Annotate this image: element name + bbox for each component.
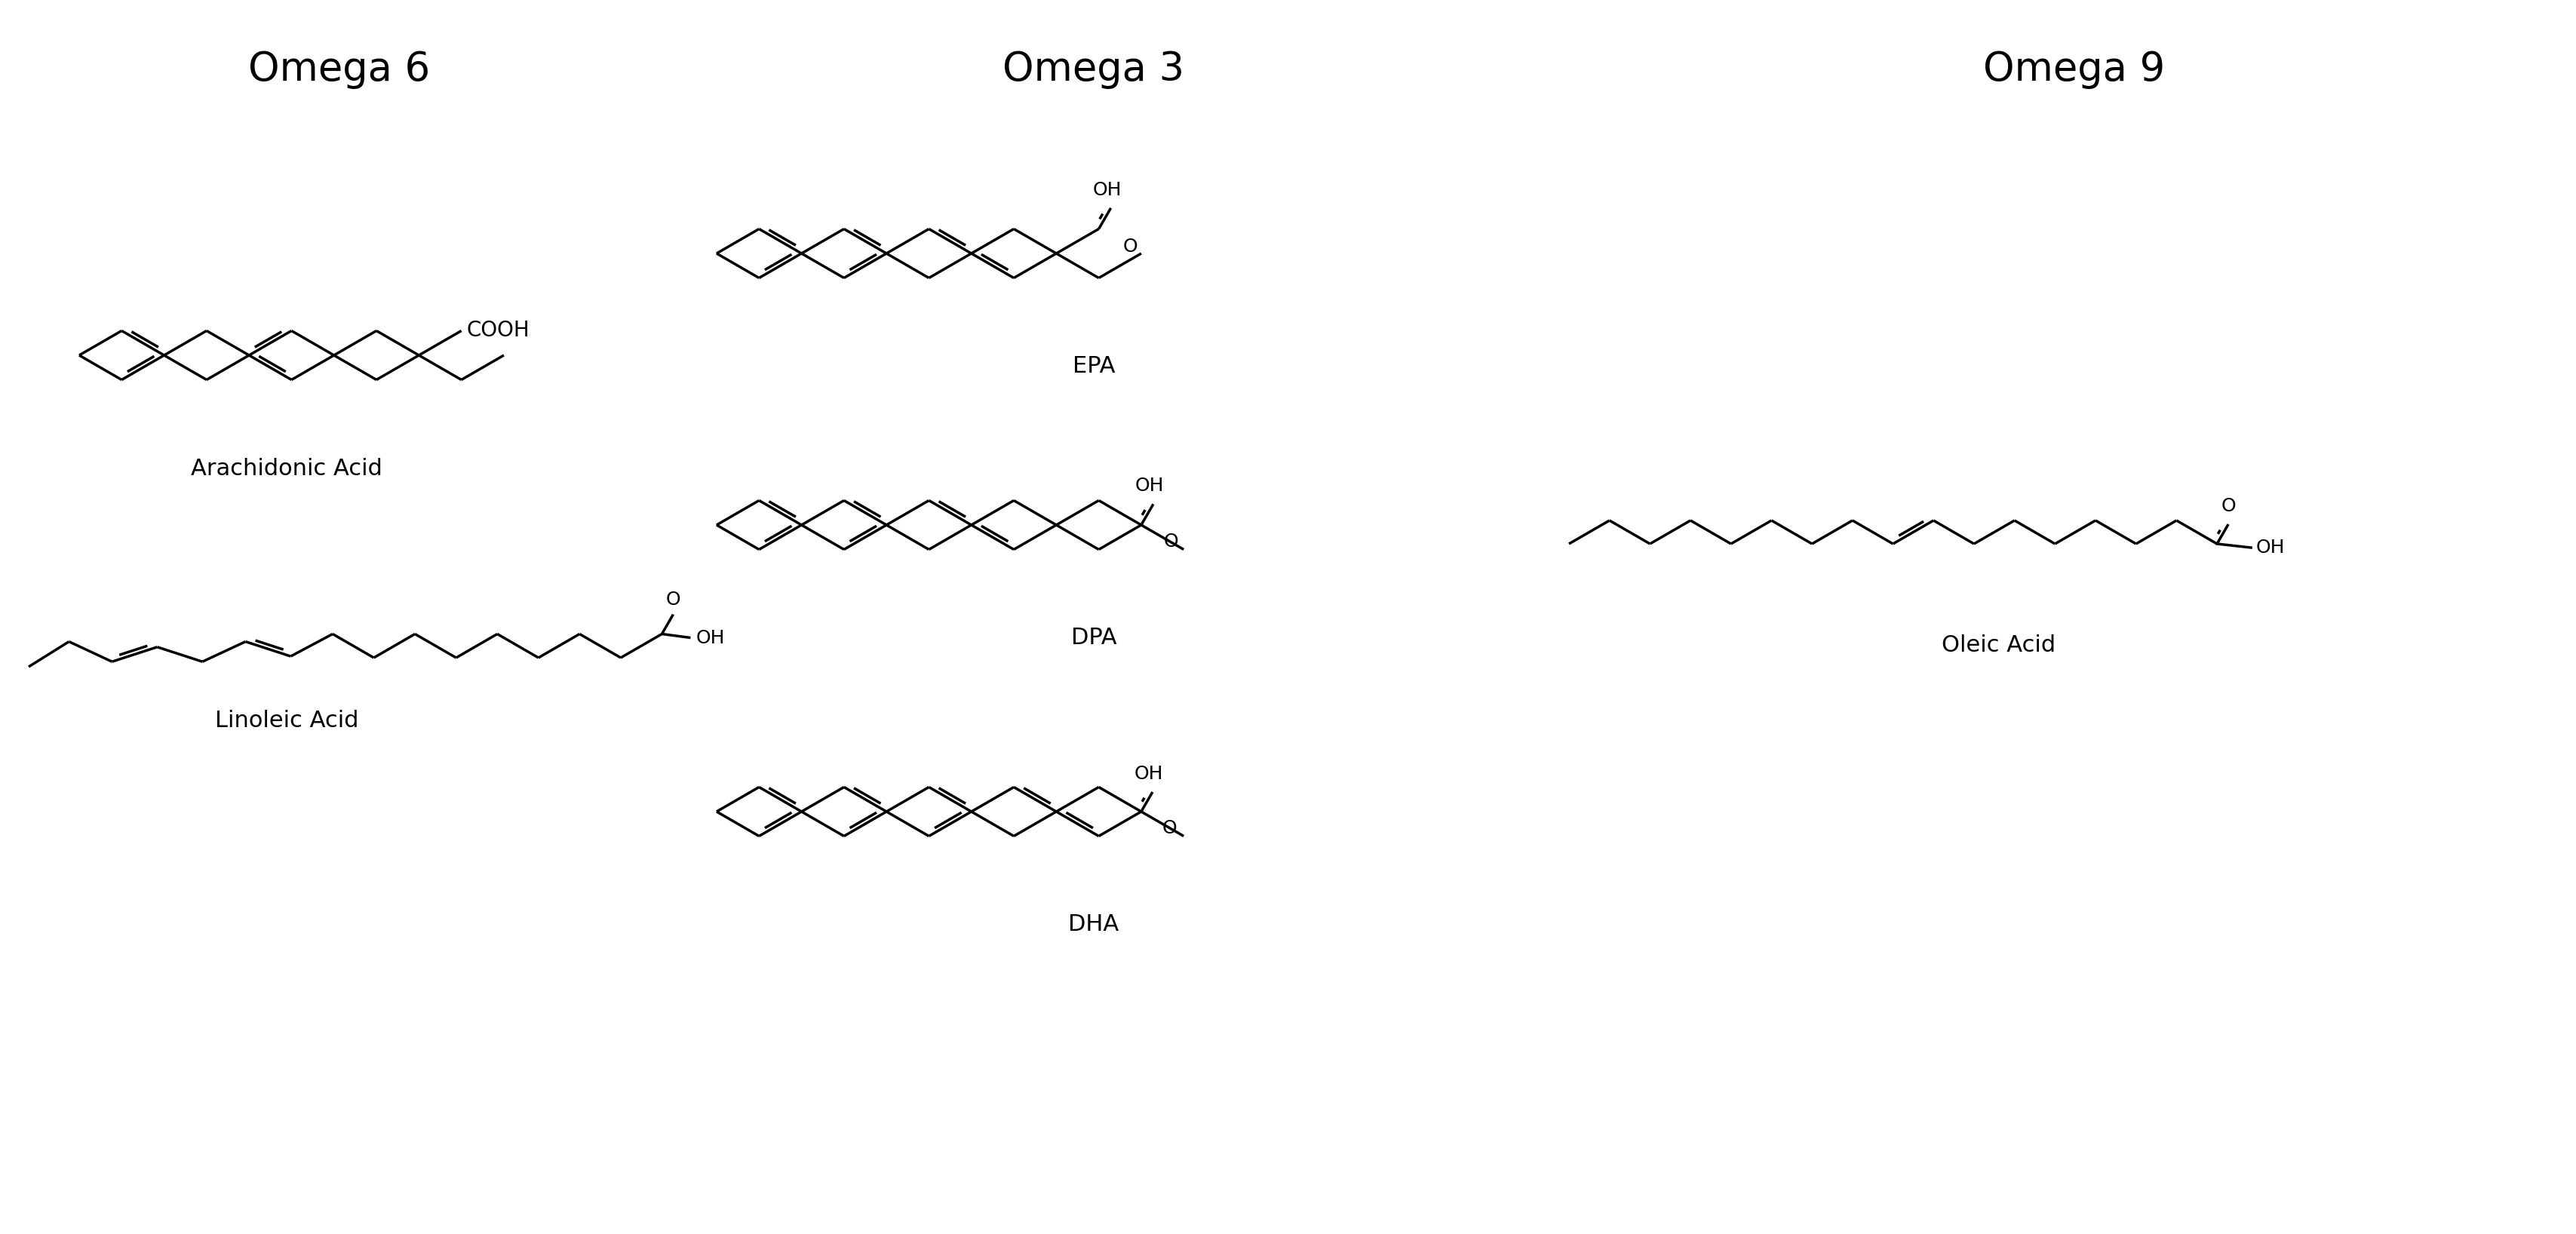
Text: OH: OH <box>2257 538 2285 557</box>
Text: Omega 6: Omega 6 <box>247 49 430 89</box>
Text: O: O <box>1164 533 1180 550</box>
Text: Omega 3: Omega 3 <box>1002 49 1185 89</box>
Text: DPA: DPA <box>1072 627 1115 649</box>
Text: Omega 9: Omega 9 <box>1984 49 2166 89</box>
Text: DHA: DHA <box>1069 914 1118 935</box>
Text: OH: OH <box>1133 765 1164 782</box>
Text: OH: OH <box>1092 181 1121 199</box>
Text: Linoleic Acid: Linoleic Acid <box>214 710 358 732</box>
Text: OH: OH <box>696 628 724 647</box>
Text: Arachidonic Acid: Arachidonic Acid <box>191 458 381 479</box>
Text: O: O <box>1123 238 1139 257</box>
Text: Oleic Acid: Oleic Acid <box>1942 634 2056 656</box>
Text: EPA: EPA <box>1072 355 1115 378</box>
Text: O: O <box>2221 497 2236 515</box>
Text: OH: OH <box>1136 476 1164 495</box>
Text: O: O <box>1162 819 1177 837</box>
Text: O: O <box>665 590 680 608</box>
Text: COOH: COOH <box>466 320 531 342</box>
